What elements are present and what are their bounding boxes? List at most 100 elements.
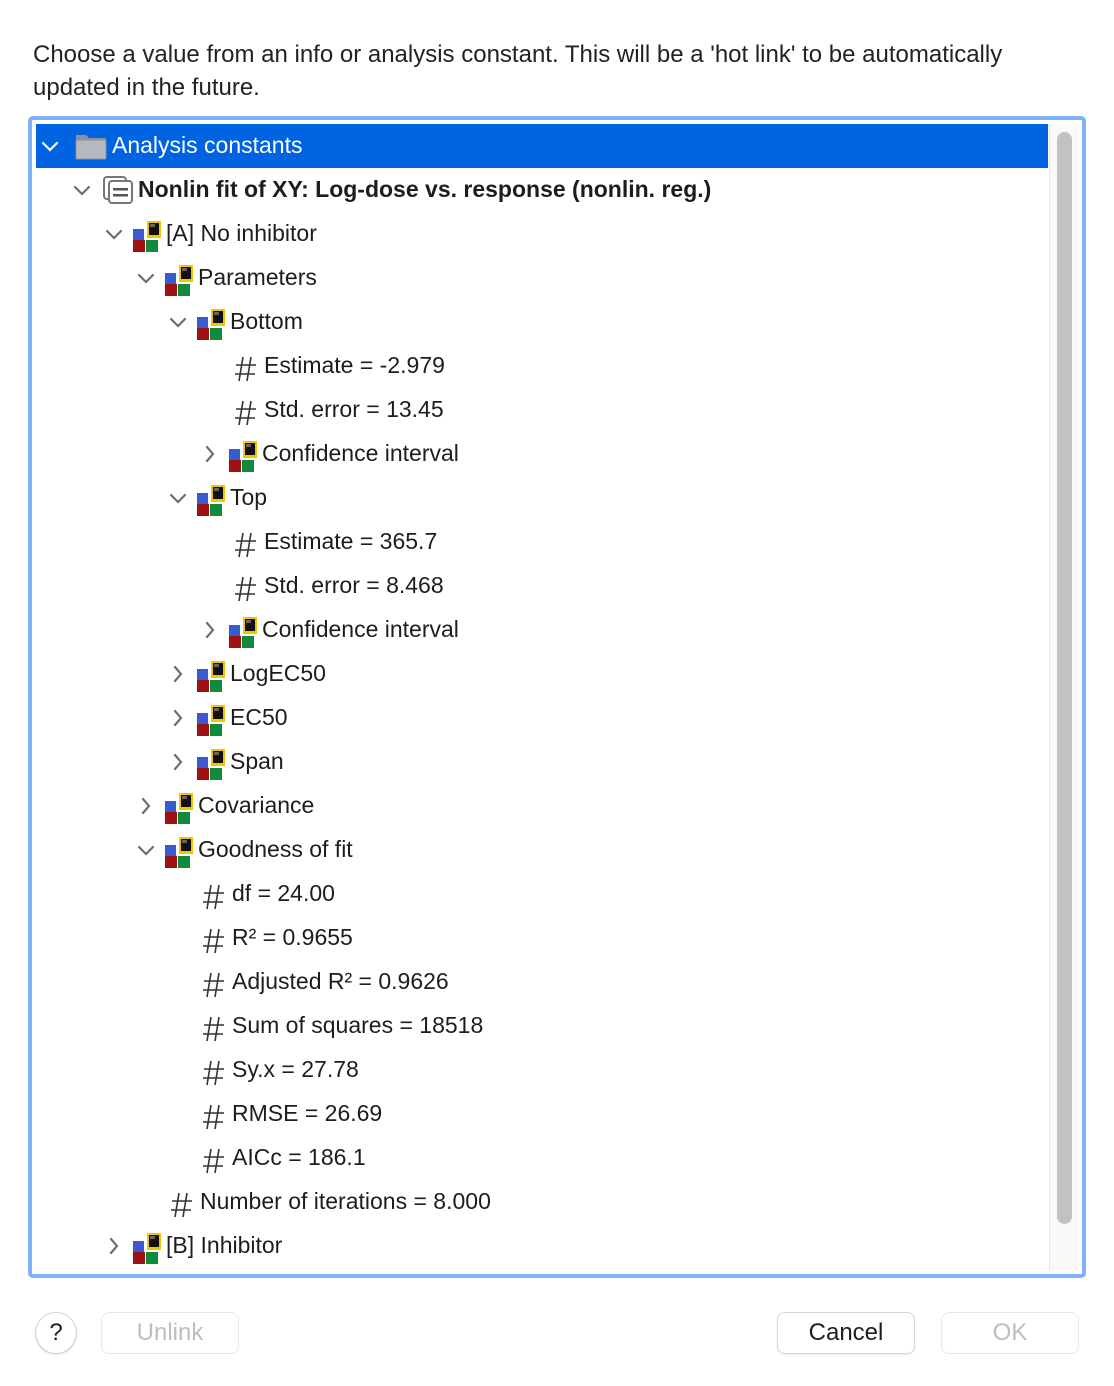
tree-item-label: Confidence interval [262, 616, 459, 642]
tree-item-label: Bottom [230, 308, 303, 334]
tree-item-label: Sum of squares = 18518 [232, 1012, 484, 1038]
data-group-icon [132, 220, 162, 258]
tree-item[interactable]: [A] No inhibitor [36, 212, 1048, 256]
instruction-text: Choose a value from an info or analysis … [33, 41, 1003, 101]
hash-icon [202, 1057, 226, 1093]
unlink-button[interactable]: Unlink [102, 1313, 238, 1353]
tree-item[interactable]: Number of iterations = 8.000 [36, 1180, 1048, 1224]
folder-icon [74, 131, 108, 167]
hash-icon [202, 969, 226, 1005]
tree-item[interactable]: RMSE = 26.69 [36, 1092, 1048, 1136]
tree-item[interactable]: Sy.x = 27.78 [36, 1048, 1048, 1092]
tree-item[interactable]: df = 24.00 [36, 872, 1048, 916]
tree-item[interactable]: Nonlin fit of XY: Log-dose vs. response … [36, 168, 1048, 212]
chevron-right-icon[interactable] [200, 620, 220, 640]
cancel-button[interactable]: Cancel [778, 1313, 914, 1353]
tree-item[interactable]: Std. error = 8.468 [36, 564, 1048, 608]
tree-item-label: Confidence interval [262, 440, 459, 466]
vertical-scrollbar[interactable] [1049, 124, 1078, 1270]
scrollbar-thumb[interactable] [1057, 132, 1072, 1224]
hash-icon [170, 1189, 194, 1225]
data-group-icon [228, 616, 258, 654]
tree-item[interactable]: Span [36, 740, 1048, 784]
tree-item-label: [B] Inhibitor [166, 1232, 283, 1258]
chevron-right-icon[interactable] [136, 796, 156, 816]
tree-item-label: Parameters [198, 264, 317, 290]
tree-item[interactable]: Bottom [36, 300, 1048, 344]
tree-item[interactable]: Goodness of fit [36, 828, 1048, 872]
hash-icon [234, 573, 258, 609]
tree-item[interactable]: [B] Inhibitor [36, 1224, 1048, 1268]
data-group-icon [164, 792, 194, 830]
hash-icon [234, 397, 258, 433]
tree-item[interactable]: Adjusted R² = 0.9626 [36, 960, 1048, 1004]
tree-item-label: LogEC50 [230, 660, 326, 686]
chevron-down-icon[interactable] [168, 489, 188, 509]
tree-item-label: [A] No inhibitor [166, 220, 317, 246]
tree-item[interactable]: EC50 [36, 696, 1048, 740]
hash-icon [202, 1013, 226, 1049]
data-group-icon [196, 484, 226, 522]
tree-item[interactable]: Std. error = 13.45 [36, 388, 1048, 432]
data-group-icon [132, 1232, 162, 1270]
hash-icon [234, 353, 258, 389]
tree-item[interactable]: R² = 0.9655 [36, 916, 1048, 960]
help-button[interactable]: ? [36, 1313, 76, 1353]
tree-item[interactable]: Estimate = 365.7 [36, 520, 1048, 564]
tree-item-label: Std. error = 8.468 [264, 572, 444, 598]
tree-item-label: AICc = 186.1 [232, 1144, 366, 1170]
tree-item-label: Number of iterations = 8.000 [200, 1188, 491, 1214]
chevron-down-icon[interactable] [136, 841, 156, 861]
tree-item-label: Goodness of fit [198, 836, 353, 862]
hash-icon [234, 529, 258, 565]
hash-icon [202, 925, 226, 961]
chevron-down-icon[interactable] [40, 137, 60, 157]
tree-item[interactable]: AICc = 186.1 [36, 1136, 1048, 1180]
tree-item-label: R² = 0.9655 [232, 924, 353, 950]
tree-item[interactable]: LogEC50 [36, 652, 1048, 696]
tree-item-label: EC50 [230, 704, 288, 730]
tree-item[interactable]: Estimate = -2.979 [36, 344, 1048, 388]
tree-item-label: Analysis constants [112, 132, 303, 158]
data-group-icon [196, 660, 226, 698]
tree-item-label: df = 24.00 [232, 880, 335, 906]
tree-item[interactable]: Confidence interval [36, 432, 1048, 476]
tree-item[interactable]: Covariance [36, 784, 1048, 828]
tree-item-label: Std. error = 13.45 [264, 396, 444, 422]
tree-item-label: RMSE = 26.69 [232, 1100, 383, 1126]
ok-button[interactable]: OK [942, 1313, 1078, 1353]
constants-tree-panel: Analysis constants Nonlin fit of XY: Log-… [28, 116, 1086, 1278]
data-group-icon [196, 748, 226, 786]
constants-tree[interactable]: Analysis constants Nonlin fit of XY: Log-… [36, 124, 1048, 1270]
chevron-right-icon[interactable] [200, 444, 220, 464]
tree-item-label: Nonlin fit of XY: Log-dose vs. response … [138, 176, 712, 202]
tree-item[interactable]: Analysis constants [36, 124, 1048, 168]
chevron-right-icon[interactable] [168, 664, 188, 684]
data-group-icon [196, 308, 226, 346]
hash-icon [202, 1145, 226, 1181]
hash-icon [202, 881, 226, 917]
tree-item-label: Estimate = 365.7 [264, 528, 438, 554]
tree-item[interactable]: Confidence interval [36, 608, 1048, 652]
chevron-right-icon[interactable] [168, 708, 188, 728]
data-group-icon [228, 440, 258, 478]
results-sheet-icon [102, 175, 134, 211]
tree-item[interactable]: Parameters [36, 256, 1048, 300]
chevron-right-icon[interactable] [104, 1236, 124, 1256]
chevron-right-icon[interactable] [168, 752, 188, 772]
tree-item[interactable]: Sum of squares = 18518 [36, 1004, 1048, 1048]
tree-item-label: Adjusted R² = 0.9626 [232, 968, 449, 994]
chevron-down-icon[interactable] [104, 225, 124, 245]
tree-item-label: Estimate = -2.979 [264, 352, 445, 378]
chevron-down-icon[interactable] [168, 313, 188, 333]
hash-icon [202, 1101, 226, 1137]
tree-item-label: Span [230, 748, 284, 774]
data-group-icon [164, 836, 194, 874]
tree-item[interactable]: Top [36, 476, 1048, 520]
data-group-icon [196, 704, 226, 742]
chevron-down-icon[interactable] [72, 181, 92, 201]
data-group-icon [164, 264, 194, 302]
tree-item-label: Covariance [198, 792, 315, 818]
tree-item-label: Sy.x = 27.78 [232, 1056, 359, 1082]
chevron-down-icon[interactable] [136, 269, 156, 289]
